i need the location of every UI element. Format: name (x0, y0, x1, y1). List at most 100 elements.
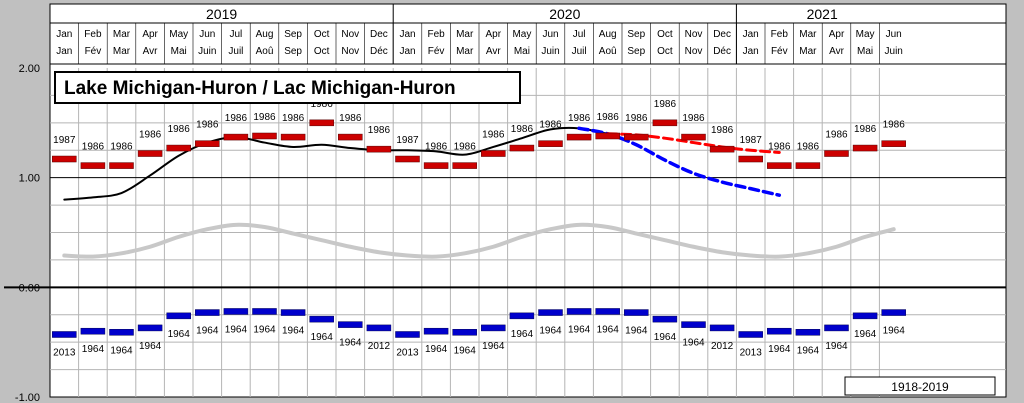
month-label-fr: Mai (857, 46, 873, 57)
record-low-year: 1964 (253, 324, 276, 335)
record-high-year: 1986 (883, 120, 906, 131)
month-label-fr: Nov (341, 46, 359, 57)
record-low-marker (681, 321, 706, 328)
month-label-en: Dec (713, 29, 731, 40)
record-low-year: 1964 (768, 344, 791, 355)
month-label-fr: Jan (56, 46, 72, 57)
record-high-marker (738, 155, 763, 163)
record-high-year: 1986 (625, 113, 648, 124)
month-label-en: Dec (370, 29, 388, 40)
record-high-year: 1986 (654, 99, 677, 110)
y-tick-label: 2.00 (19, 63, 40, 75)
month-label-fr: Sep (627, 46, 645, 57)
record-high-marker (767, 162, 792, 169)
record-high-year: 1986 (768, 142, 791, 153)
month-label-en: Apr (142, 29, 158, 40)
month-label-fr: Mai (171, 46, 187, 57)
month-label-fr: Fév (771, 46, 788, 57)
month-label-fr: Aoû (256, 46, 274, 57)
record-low-marker (795, 329, 821, 336)
chart-title: Lake Michigan-Huron / Lac Michigan-Huron (64, 78, 456, 99)
record-high-year: 1986 (597, 112, 620, 123)
month-label-fr: Fév (85, 46, 102, 57)
record-high-marker (223, 133, 249, 141)
month-label-en: Nov (341, 29, 359, 40)
year-label: 2021 (807, 6, 838, 22)
record-high-year: 1986 (511, 124, 534, 135)
record-low-marker (252, 308, 277, 315)
series-observed (63, 126, 609, 201)
record-high-year: 1986 (82, 142, 105, 153)
month-label-fr: Mar (799, 46, 817, 57)
y-tick-label: 1.00 (19, 173, 40, 185)
record-high-marker (709, 145, 735, 153)
record-low-marker (109, 329, 134, 336)
record-low-marker (309, 315, 334, 323)
record-high-marker (252, 132, 277, 140)
record-low-year: 1964 (196, 326, 219, 337)
record-low-year: 2013 (53, 347, 76, 358)
record-high-marker (195, 140, 220, 147)
record-low-marker (538, 309, 563, 316)
record-low-marker (624, 309, 649, 316)
month-label-en: Feb (771, 29, 789, 40)
record-high-marker (852, 144, 878, 152)
month-label-fr: Mar (113, 46, 131, 57)
month-label-fr: Jan (743, 46, 759, 57)
record-high-year: 1986 (168, 124, 191, 135)
year-label: 2019 (206, 6, 237, 22)
record-low-marker (881, 309, 906, 316)
record-high-year: 1987 (396, 135, 419, 146)
month-label-fr: Oct (314, 46, 330, 57)
month-label-en: Jul (230, 29, 243, 40)
month-label-en: Jun (199, 29, 215, 40)
plot-background (49, 3, 1007, 398)
record-low-year: 1964 (482, 341, 505, 352)
record-high-marker (624, 133, 649, 141)
record-high-marker (566, 133, 592, 141)
record-markers: 1987 2013 1986 1964 1986 1964 1986 1964 1986 1964… (52, 99, 906, 358)
month-label-fr: Aoû (599, 46, 617, 57)
record-low-marker (280, 309, 306, 316)
y-tick-label: -1.00 (15, 392, 40, 403)
month-label-fr: Juin (198, 46, 216, 57)
record-high-year: 1986 (110, 142, 133, 153)
record-low-marker (366, 324, 392, 332)
month-label-en: May (856, 29, 875, 40)
record-low-year: 1964 (454, 345, 477, 356)
record-high-marker (481, 150, 506, 157)
year-label: 2020 (549, 6, 580, 22)
record-low-marker (195, 309, 220, 316)
record-low-year: 1964 (311, 332, 334, 343)
record-high-year: 1986 (454, 142, 477, 153)
record-low-marker (595, 308, 620, 315)
record-low-marker (852, 312, 878, 320)
record-high-marker (509, 144, 535, 152)
record-low-year: 1964 (511, 329, 534, 340)
month-label-en: Sep (627, 29, 645, 40)
record-high-marker (824, 150, 849, 157)
record-low-year: 1964 (82, 344, 105, 355)
record-low-marker (481, 324, 506, 332)
record-low-marker (709, 324, 735, 332)
month-label-fr: Avr (486, 46, 501, 57)
record-high-marker (595, 132, 620, 140)
month-label-fr: Juin (541, 46, 559, 57)
record-low-year: 1964 (883, 326, 906, 337)
record-low-year: 1964 (854, 329, 877, 340)
record-low-year: 1964 (625, 326, 648, 337)
record-low-year: 2013 (740, 347, 763, 358)
month-label-fr: Juil (572, 46, 587, 57)
record-low-year: 1964 (282, 326, 305, 337)
record-low-marker (738, 331, 763, 338)
month-label-fr: Déc (370, 46, 388, 57)
record-high-year: 1986 (568, 113, 591, 124)
record-low-marker (80, 327, 106, 335)
record-low-year: 1964 (797, 345, 820, 356)
y-axis: 2.00 1.00 0.00 -1.00 (15, 63, 40, 403)
record-high-year: 1986 (139, 130, 162, 141)
record-high-year: 1987 (53, 135, 76, 146)
record-high-marker (80, 162, 106, 169)
record-high-year: 1986 (225, 113, 248, 124)
